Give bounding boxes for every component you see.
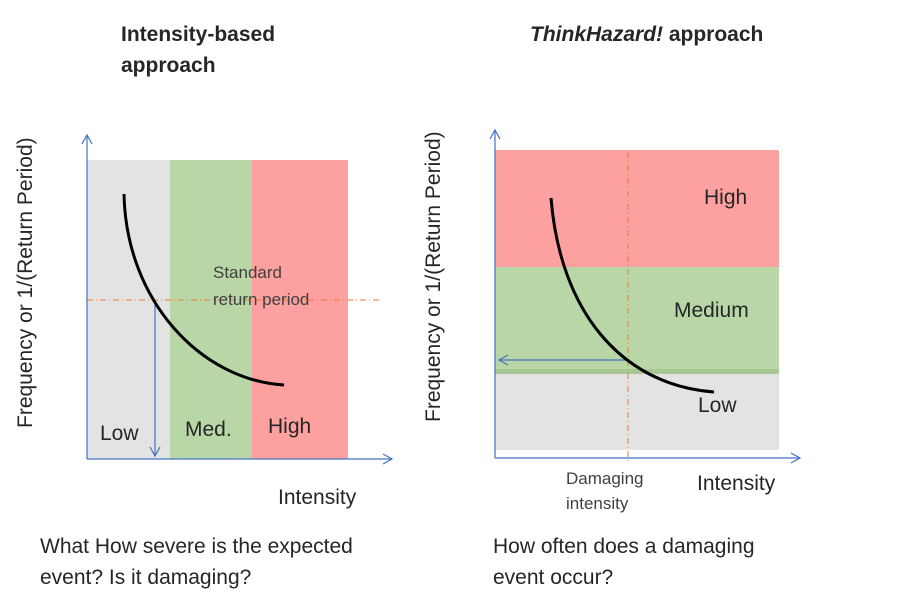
right-zone-high <box>495 150 779 267</box>
left-zone-high-label: High <box>268 415 311 438</box>
left-panel: Intensity-based approach Standard return… <box>14 23 394 589</box>
left-zone-high <box>252 160 348 459</box>
left-zone-low <box>87 160 170 459</box>
right-title-italic: ThinkHazard! <box>530 23 663 46</box>
left-ref-label-line1: Standard <box>213 263 282 282</box>
right-ref-label-line1: Damaging <box>566 469 644 488</box>
left-caption-line2: event? Is it damaging? <box>40 566 251 589</box>
left-ref-label-line2: return period <box>213 290 309 309</box>
left-zone-low-label: Low <box>100 422 139 445</box>
left-zone-medium <box>170 160 252 459</box>
left-x-axis-label: Intensity <box>278 486 357 509</box>
left-hazard-curve <box>122 193 285 387</box>
right-y-axis-label: Frequency or 1/(Return Period) <box>422 131 445 422</box>
left-zone-med-label: Med. <box>185 418 232 441</box>
right-zone-low-label: Low <box>698 394 737 417</box>
right-zone-medium <box>495 267 779 369</box>
right-ref-label-line2: intensity <box>566 494 629 513</box>
right-title: ThinkHazard! approach <box>530 23 763 46</box>
right-panel: ThinkHazard! approach High Medium Low Da… <box>422 23 802 589</box>
right-zone-divider <box>495 369 779 374</box>
left-title-line1: Intensity-based <box>121 23 275 46</box>
right-title-rest: approach <box>663 23 763 46</box>
left-y-axis-label: Frequency or 1/(Return Period) <box>14 137 37 428</box>
right-hazard-curve <box>549 197 715 394</box>
right-zone-medium-label: Medium <box>674 299 749 322</box>
right-zone-low <box>495 374 779 450</box>
right-zone-high-label: High <box>704 186 747 209</box>
right-x-axis-label: Intensity <box>697 472 776 495</box>
right-caption-line1: How often does a damaging <box>493 535 755 558</box>
left-title-line2: approach <box>121 54 216 77</box>
right-caption-line2: event occur? <box>493 566 613 589</box>
left-caption-line1: What How severe is the expected <box>40 535 353 558</box>
